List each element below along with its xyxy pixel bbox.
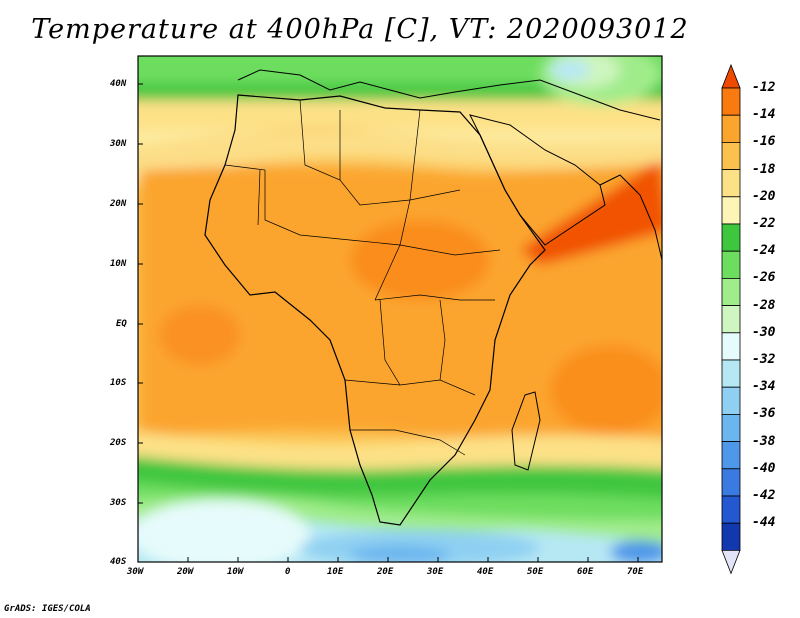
lon-label-20e: 20E (377, 567, 394, 577)
colorbar-label: -40 (752, 460, 776, 476)
lon-label-30w: 30W (127, 567, 144, 577)
lon-label-0: 0 (285, 567, 291, 577)
colorbar-swatch (721, 522, 741, 551)
lat-label-40n: 40N (110, 79, 127, 89)
lat-label-30s: 30S (110, 498, 127, 508)
map-title: Temperature at 400hPa [C], VT: 202009301… (31, 14, 689, 45)
colorbar-swatch (721, 386, 741, 415)
lon-label-60e: 60E (577, 567, 594, 577)
lon-label-20w: 20W (177, 567, 194, 577)
lon-label-10w: 10W (227, 567, 244, 577)
colorbar-label: -16 (752, 134, 776, 150)
colorbar-label: -30 (752, 324, 776, 340)
colorbar-label: -12 (752, 80, 776, 95)
colorbar-label: -34 (752, 379, 776, 395)
lat-label-30n: 30N (110, 139, 127, 149)
colorbar-swatch (721, 196, 741, 225)
colorbar-swatch (721, 495, 741, 524)
colorbar-swatch (721, 169, 741, 198)
lon-label-70e: 70E (627, 567, 644, 577)
colorbar-swatch (721, 223, 741, 252)
colorbar-label: -44 (752, 515, 776, 531)
lat-label-40s: 40S (110, 557, 127, 567)
colorbar-label: -22 (752, 216, 776, 231)
lat-label-eq: EQ (116, 319, 127, 329)
colorbar (721, 63, 741, 575)
colorbar-swatch (721, 250, 741, 279)
colorbar-swatch (721, 359, 741, 388)
lon-label-40e: 40E (477, 567, 494, 577)
colorbar-swatch (721, 468, 741, 497)
colorbar-swatch (721, 141, 741, 170)
colorbar-swatch (721, 413, 741, 442)
lat-label-10s: 10S (110, 378, 127, 388)
colorbar-label: -14 (752, 107, 776, 123)
colorbar-label: -28 (752, 297, 776, 313)
colorbar-swatch (721, 114, 741, 143)
lat-label-10n: 10N (110, 259, 127, 269)
lat-label-20s: 20S (110, 438, 127, 448)
lon-label-50e: 50E (527, 567, 544, 577)
lat-label-20n: 20N (110, 199, 127, 209)
lon-label-30e: 30E (427, 567, 444, 577)
colorbar-swatch (721, 87, 741, 116)
colorbar-top-arrow (721, 63, 741, 89)
colorbar-swatch (721, 441, 741, 470)
colorbar-swatch (721, 277, 741, 306)
colorbar-swatch (721, 332, 741, 361)
colorbar-label: -26 (752, 270, 776, 286)
colorbar-label: -24 (752, 243, 776, 259)
colorbar-label: -36 (752, 406, 776, 422)
colorbar-label: -32 (752, 352, 776, 367)
grads-credit: GrADS: IGES/COLA (4, 604, 91, 614)
lon-label-10e: 10E (327, 567, 344, 577)
colorbar-label: -20 (752, 188, 776, 204)
colorbar-swatch (721, 305, 741, 334)
colorbar-label: -42 (752, 488, 776, 503)
colorbar-label: -18 (752, 161, 776, 177)
colorbar-label: -38 (752, 433, 776, 449)
colorbar-bottom-arrow (721, 550, 741, 575)
